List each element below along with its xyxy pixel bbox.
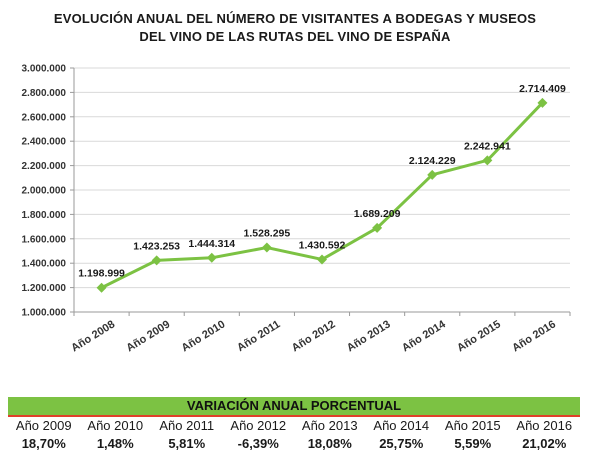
y-axis-tick-labels: 1.000.000 1.200.000 1.400.000 1.600.000 1.80… — [22, 64, 67, 319]
variation-value-cell: 21,02% — [522, 435, 567, 451]
variation-value-cell: 5,59% — [454, 435, 492, 451]
data-point-marker — [427, 169, 438, 180]
data-label: 1.198.999 — [78, 268, 125, 280]
variation-values-row: 18,70% 1,48% 5,81% -6,39% 18,08% 25,75% 5,59% 2… — [8, 434, 580, 452]
y-tick-label: 1.400.000 — [22, 259, 67, 270]
y-tick-label: 1.200.000 — [22, 283, 67, 294]
data-label: 2.124.229 — [409, 155, 456, 167]
y-tick-label: 2.800.000 — [22, 88, 67, 99]
variation-value-cell: -6,39% — [237, 435, 279, 451]
data-point-marker — [482, 155, 493, 166]
data-point-marker — [537, 97, 548, 108]
x-tick-label: Año 2014 — [400, 318, 449, 355]
y-tick-label: 3.000.000 — [22, 64, 67, 75]
variation-year-cell: Año 2010 — [87, 417, 144, 433]
x-tick-label: Año 2009 — [124, 318, 172, 354]
variation-value-cell: 18,08% — [307, 435, 352, 451]
data-point-marker — [261, 242, 272, 253]
data-label: 1.444.314 — [188, 238, 235, 250]
data-point-marker — [317, 254, 327, 265]
chart-title: EVOLUCIÓN ANUAL DEL NÚMERO DE VISITANTES… — [0, 10, 590, 46]
chart-title-line-1: EVOLUCIÓN ANUAL DEL NÚMERO DE VISITANTES… — [53, 11, 537, 26]
variation-value-cell: 5,81% — [168, 435, 206, 451]
variation-title-band: VARIACIÓN ANUAL PORCENTUAL — [8, 397, 580, 417]
x-tick-label: Año 2015 — [455, 318, 503, 354]
data-point-marker — [96, 282, 107, 293]
variation-value-cell: 25,75% — [379, 435, 424, 451]
series-visitantes — [96, 97, 548, 293]
y-tick-label: 2.400.000 — [22, 137, 67, 148]
grid-lines — [70, 67, 571, 316]
data-label: 1.430.592 — [299, 239, 346, 251]
variation-year-cell: Año 2014 — [373, 417, 430, 433]
x-tick-label: Año 2011 — [235, 318, 282, 354]
x-tick-label: Año 2013 — [345, 318, 393, 354]
data-label: 2.242.941 — [464, 140, 511, 152]
variation-year-cell: Año 2016 — [516, 417, 573, 433]
variation-year-cell: Año 2012 — [230, 417, 287, 433]
data-label: 1.423.253 — [133, 240, 180, 252]
y-tick-label: 1.600.000 — [22, 234, 67, 245]
y-tick-label: 1.000.000 — [22, 308, 67, 319]
data-labels: 1.198.999 1.423.253 1.444.314 1.528.295 1.43… — [78, 83, 566, 280]
data-point-marker — [151, 255, 162, 266]
y-tick-label: 1.800.000 — [22, 210, 67, 221]
variation-value-cell: 18,70% — [21, 435, 66, 451]
x-tick-label: Año 2008 — [69, 318, 117, 354]
y-tick-label: 2.000.000 — [22, 186, 67, 197]
x-axis-tick-labels: Año 2008 Año 2009 Año 2010 Año 2011 Año 2012… — [69, 318, 558, 355]
line-chart: 1.000.000 1.200.000 1.400.000 1.600.000 1.80… — [22, 64, 571, 355]
variation-table: Año 2009 Año 2010 Año 2011 Año 2012 Año 2013… — [8, 416, 580, 452]
chart-title-line-2: DEL VINO DE LAS RUTAS DEL VINO DE ESPAÑA — [139, 29, 451, 44]
data-point-marker — [372, 222, 383, 233]
x-tick-label: Año 2016 — [510, 318, 558, 354]
data-label: 2.714.409 — [519, 83, 566, 95]
variation-year-cell: Año 2009 — [15, 417, 72, 433]
variation-year-cell: Año 2015 — [444, 417, 501, 433]
y-tick-label: 2.200.000 — [22, 161, 67, 172]
y-tick-label: 2.600.000 — [22, 112, 67, 123]
x-tick-label: Año 2012 — [290, 318, 338, 354]
data-label: 1.528.295 — [244, 228, 291, 240]
variation-value-cell: 1,48% — [96, 435, 134, 451]
variation-year-cell: Año 2011 — [159, 417, 215, 433]
data-point-marker — [206, 252, 217, 263]
data-label: 1.689.209 — [354, 208, 401, 220]
variation-years-row: Año 2009 Año 2010 Año 2011 Año 2012 Año 2013… — [8, 416, 580, 434]
x-tick-label: Año 2010 — [180, 318, 228, 354]
variation-year-cell: Año 2013 — [301, 417, 358, 433]
